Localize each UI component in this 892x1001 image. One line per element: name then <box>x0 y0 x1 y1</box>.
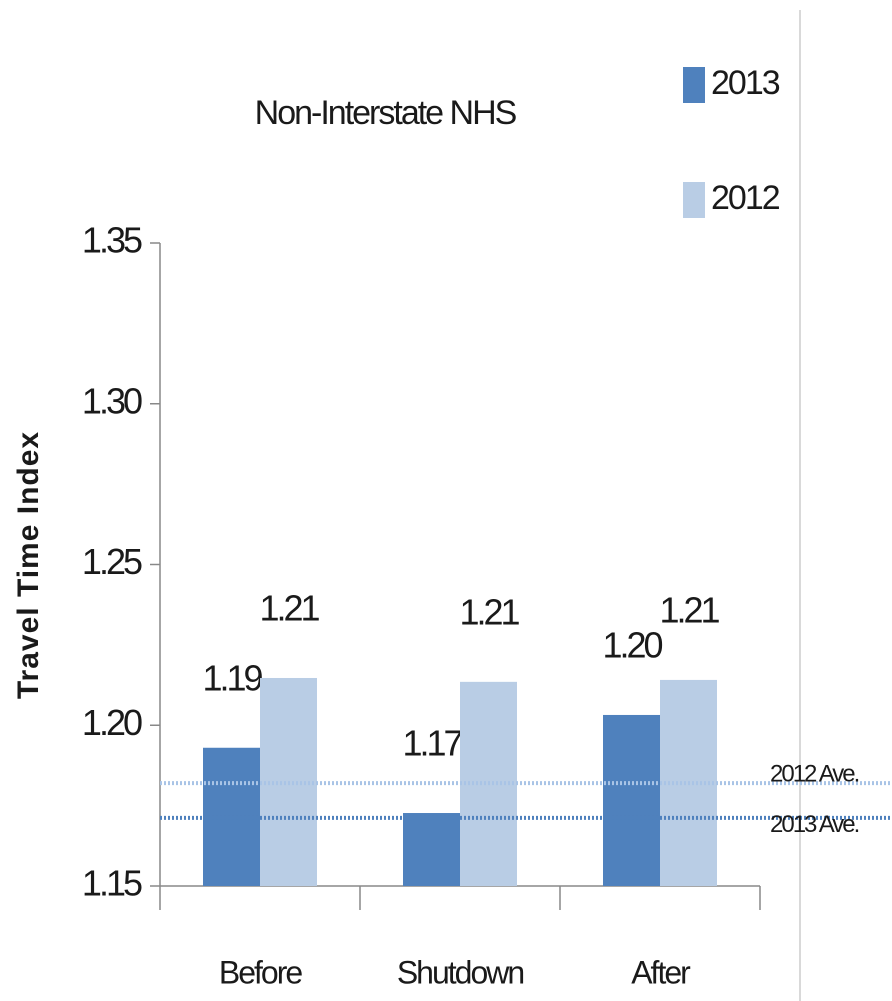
y-axis-label: Travel Time Index <box>12 431 45 699</box>
y-tick-label: 1.35 <box>82 220 142 261</box>
value-label: 1.21 <box>259 588 319 629</box>
y-tick-label: 1.25 <box>82 541 142 582</box>
value-label: 1.20 <box>602 624 662 665</box>
value-label: 1.21 <box>459 591 519 632</box>
bar <box>603 714 660 886</box>
x-tick-label: After <box>631 954 691 990</box>
legend-label: 2012 <box>711 179 780 217</box>
reference-label: 2012 Ave. <box>770 760 859 787</box>
value-label: 1.21 <box>659 589 719 630</box>
x-tick-label: Shutdown <box>397 954 524 990</box>
x-tick-label: Before <box>219 954 302 990</box>
bar <box>403 813 460 886</box>
y-tick-label: 1.30 <box>82 380 142 421</box>
reference-label: 2013 Ave. <box>770 811 859 838</box>
bar <box>203 747 260 886</box>
y-tick-label: 1.20 <box>82 702 142 743</box>
legend-label: 2013 <box>711 64 780 102</box>
y-tick-label: 1.15 <box>82 863 142 904</box>
value-label: 1.19 <box>202 657 262 698</box>
chart-title: Non-Interstate NHS <box>255 94 517 132</box>
legend-swatch <box>683 67 705 103</box>
value-label: 1.17 <box>402 723 462 764</box>
legend-swatch <box>683 182 705 218</box>
